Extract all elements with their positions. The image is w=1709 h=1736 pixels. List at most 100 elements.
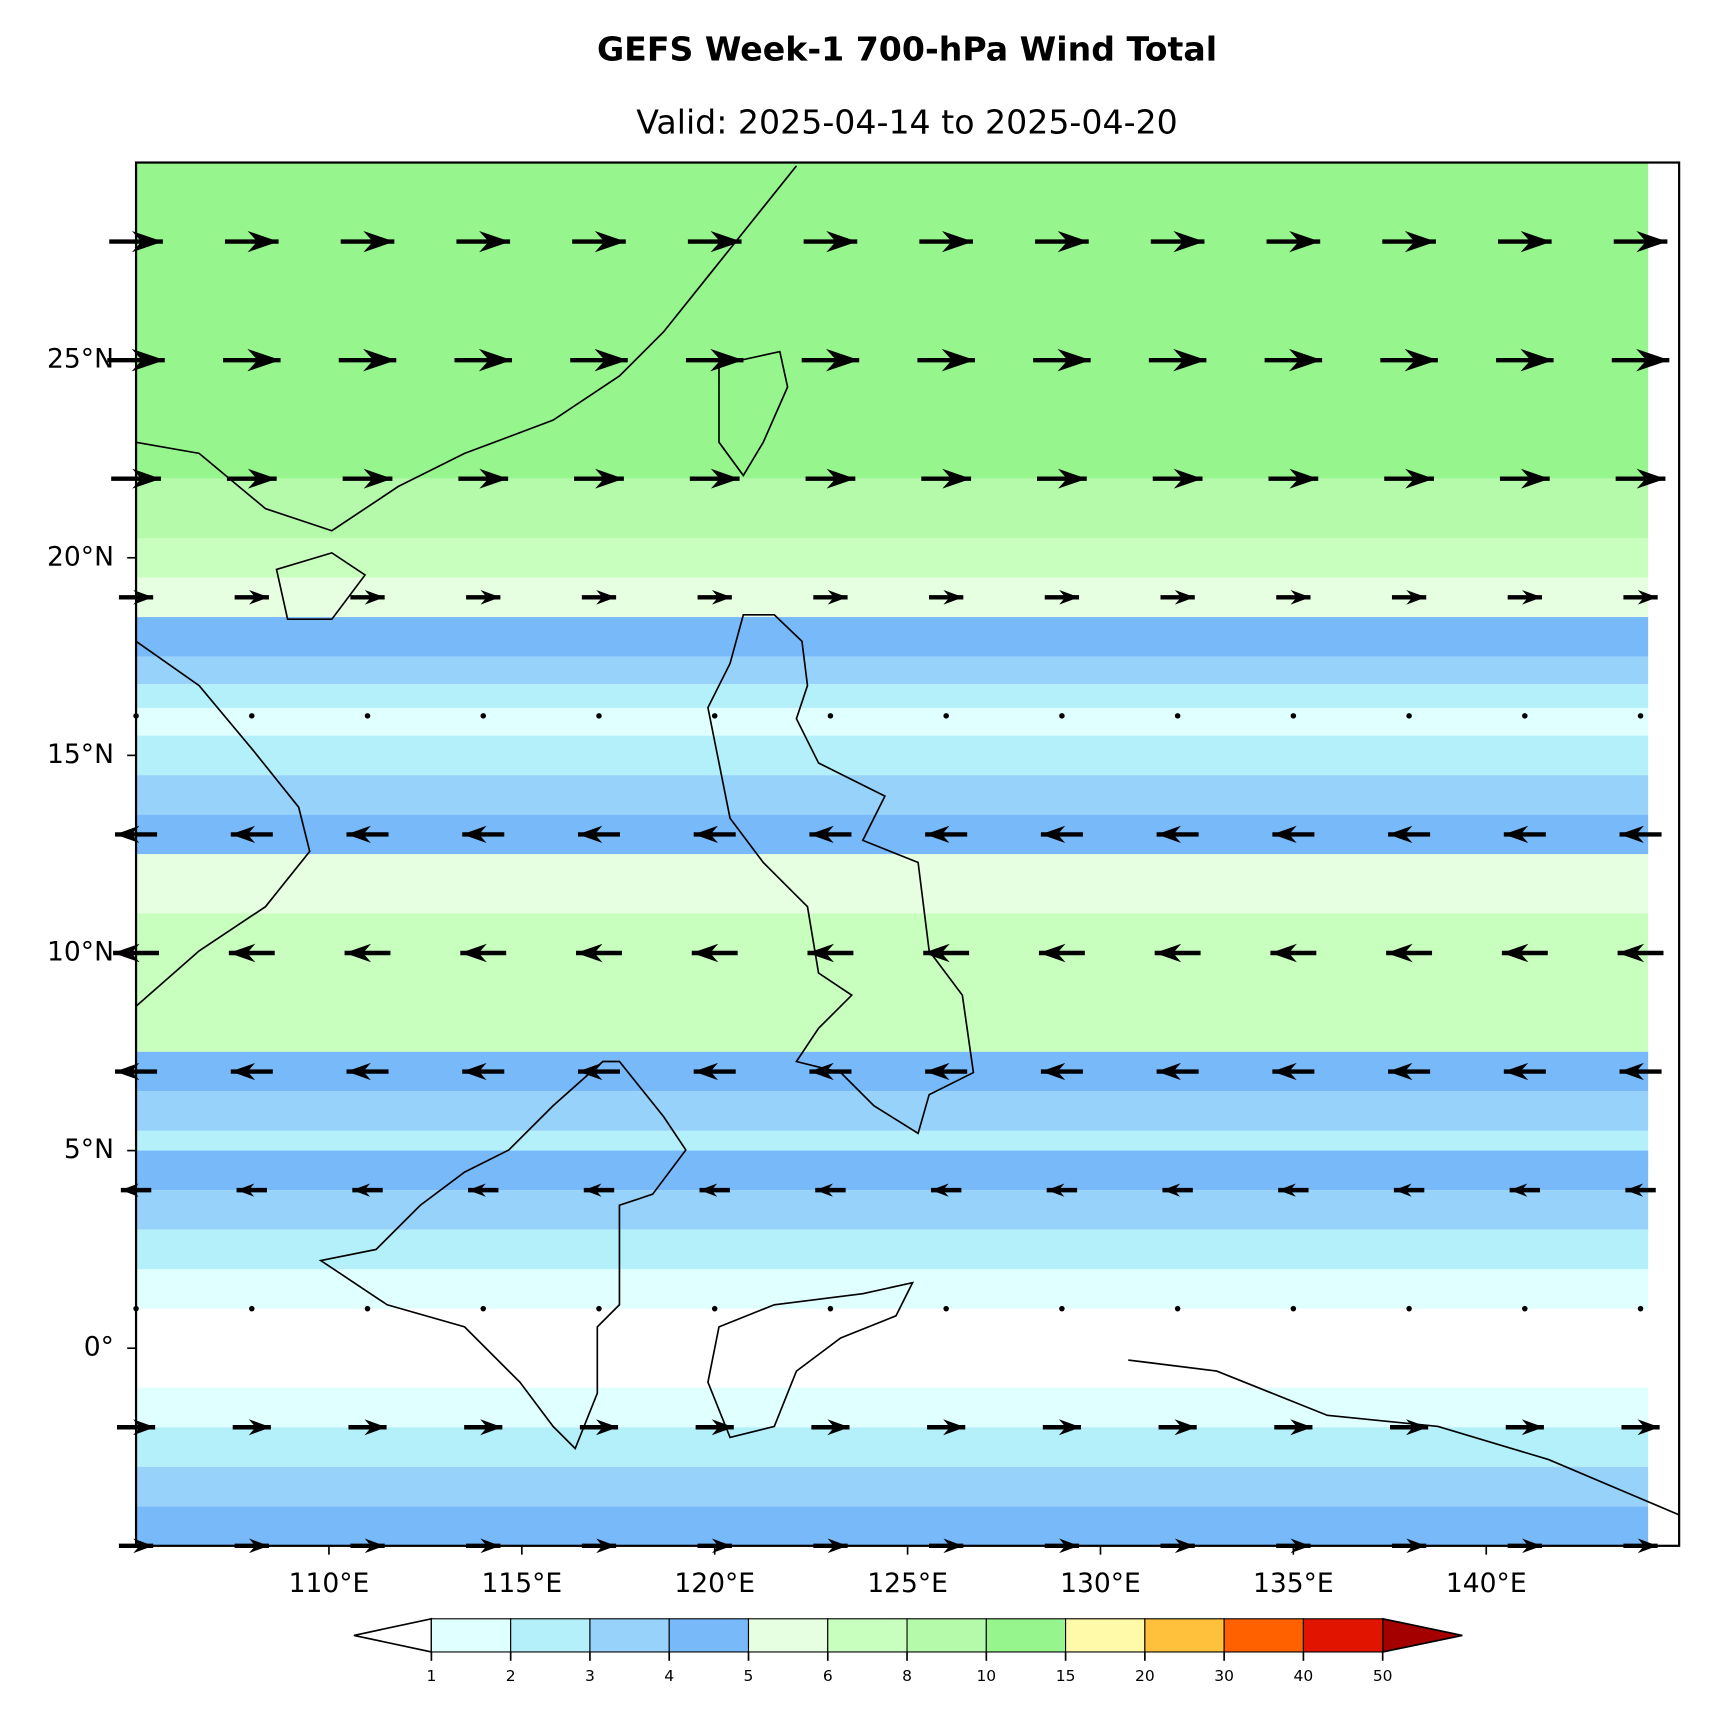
wind-vector-head — [693, 825, 719, 844]
wind-vector-head — [710, 230, 742, 253]
wind-vector-head — [364, 1419, 387, 1436]
wind-vector — [1174, 713, 1181, 719]
x-tick-label: 130°E — [1060, 1568, 1141, 1599]
wind-vector-head — [1509, 1183, 1528, 1197]
wind-vector-head — [1272, 1062, 1297, 1081]
wind-vector-head — [1290, 589, 1311, 605]
wind-vector-head — [120, 1183, 139, 1197]
wind-vector — [1290, 1305, 1297, 1312]
contour-band — [136, 913, 1649, 1052]
wind-vector-head — [462, 825, 487, 844]
wind-vector-head — [479, 230, 511, 253]
wind-vector-head — [364, 589, 385, 605]
colorbar-under — [353, 1617, 433, 1653]
wind-vector-head — [1637, 589, 1658, 605]
wind-vector-head — [809, 1062, 834, 1081]
contour-band — [136, 162, 1649, 479]
wind-vector-head — [941, 348, 975, 372]
wind-vector — [711, 713, 718, 719]
wind-vector-head — [1058, 1419, 1081, 1436]
colorbar-swatch — [510, 1618, 591, 1653]
colorbar-tick-label: 4 — [664, 1667, 674, 1685]
wind-vector-head — [230, 1062, 256, 1081]
x-tick-label: 120°E — [674, 1568, 755, 1599]
wind-vector — [480, 1305, 487, 1312]
wind-vector — [1059, 1305, 1065, 1312]
wind-vector-head — [1162, 1183, 1181, 1197]
wind-vector-head — [478, 348, 513, 372]
wind-vector — [596, 713, 602, 719]
wind-vector — [1174, 1305, 1181, 1312]
wind-vector-head — [1278, 1183, 1296, 1197]
wind-vector-head — [925, 1062, 950, 1081]
wind-vector — [249, 1305, 255, 1312]
y-tick-label: 10°N — [47, 936, 114, 967]
wind-vector-head — [344, 943, 372, 963]
colorbar: 1 2 3 4 5 6 8 10 15 20 30 40 50 — [353, 1617, 1463, 1685]
colorbar-swatch — [1065, 1618, 1146, 1653]
wind-vector-head — [1154, 943, 1182, 963]
wind-vector-head — [1405, 468, 1434, 489]
wind-vector-head — [133, 1419, 156, 1436]
wind-vector-head — [711, 589, 732, 605]
wind-vector — [364, 1305, 371, 1312]
wind-vector — [1406, 713, 1412, 719]
contour-band — [136, 656, 1649, 685]
subtitle: Valid: 2025-04-14 to 2025-04-20 — [636, 102, 1177, 141]
colorbar-tick-label: 6 — [823, 1667, 833, 1685]
contour-band — [136, 1190, 1649, 1230]
wind-vector-head — [462, 1062, 487, 1081]
wind-vector-head — [1038, 943, 1066, 963]
colorbar-tick-label: 20 — [1135, 1667, 1155, 1685]
wind-vector-head — [1625, 1183, 1644, 1197]
wind-vector-head — [930, 1183, 949, 1197]
wind-vector-head — [1636, 230, 1668, 253]
wind-vector-head — [596, 589, 617, 605]
wind-vector-head — [943, 589, 964, 605]
wind-vector-head — [1522, 589, 1542, 605]
wind-vector-head — [1288, 348, 1323, 372]
wind-vector-head — [1173, 348, 1207, 372]
wind-vector — [1522, 713, 1528, 719]
colorbar-swatch — [985, 1618, 1067, 1653]
wind-vector-head — [1290, 1419, 1313, 1436]
wind-vector-head — [1156, 825, 1181, 844]
x-tick-label: 110°E — [289, 1568, 370, 1599]
wind-vector-head — [346, 1062, 371, 1081]
wind-vector-head — [711, 1419, 734, 1436]
wind-vector-head — [133, 589, 154, 605]
colorbar-swatch — [1144, 1618, 1225, 1653]
wind-vector-head — [1619, 825, 1644, 844]
y-tick-label: 20°N — [47, 541, 114, 572]
wind-vector-head — [346, 825, 371, 844]
wind-vector-head — [809, 825, 834, 844]
wind-vector-head — [1040, 1062, 1066, 1081]
wind-vectors — [107, 230, 1670, 1554]
wind-vector-head — [468, 1183, 486, 1197]
wind-vector-head — [480, 1419, 503, 1436]
wind-vector-head — [131, 348, 165, 372]
wind-vector-head — [1393, 1183, 1412, 1197]
wind-vector-head — [236, 1183, 255, 1197]
x-tick-label: 125°E — [867, 1568, 948, 1599]
wind-vector-head — [1058, 468, 1087, 489]
wind-vector-head — [131, 230, 163, 253]
wind-vector-head — [1046, 1183, 1065, 1197]
wind-vector-head — [943, 1419, 966, 1436]
colorbar-swatch — [827, 1618, 908, 1653]
wind-vector-head — [699, 1183, 718, 1197]
axes: 110°E 115°E 120°E 125°E 130°E 135°E 140°E 0° 5°N… — [47, 344, 1527, 1599]
wind-vector-head — [247, 348, 281, 372]
wind-vector-head — [352, 1183, 371, 1197]
wind-vector-head — [1406, 1419, 1429, 1436]
wind-vector-head — [595, 468, 624, 489]
wind-vector-head — [460, 943, 487, 963]
y-tick-label: 0° — [84, 1332, 114, 1363]
x-tick-label: 135°E — [1253, 1568, 1334, 1599]
wind-vector-head — [1501, 943, 1529, 963]
wind-vector-head — [576, 943, 603, 963]
contour-fill — [136, 162, 1649, 1546]
wind-vector-head — [363, 230, 395, 253]
x-tick-label: 115°E — [481, 1568, 562, 1599]
contour-band — [136, 538, 1649, 578]
